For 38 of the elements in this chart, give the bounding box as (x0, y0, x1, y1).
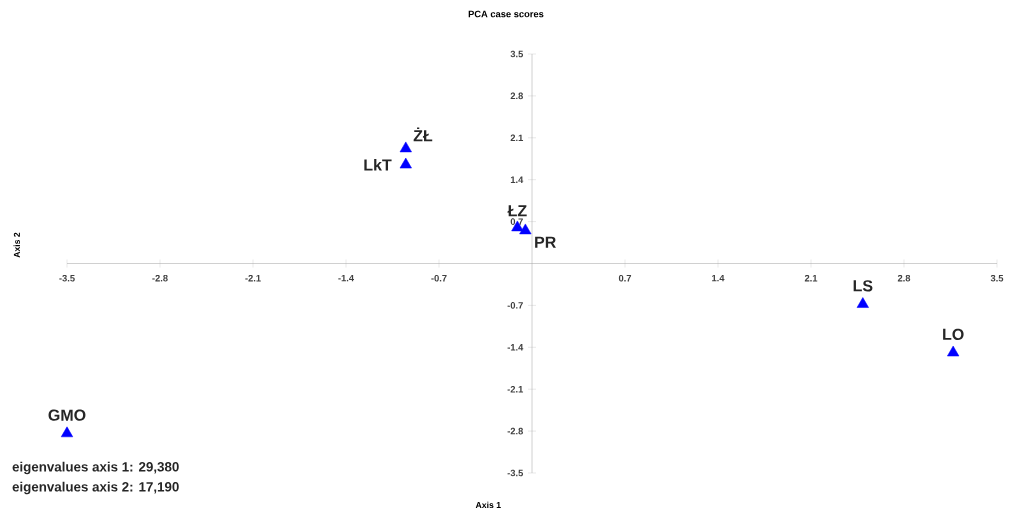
x-tick-label: -0.7 (431, 275, 447, 282)
x-tick-label: -3.5 (59, 275, 75, 282)
point (399, 158, 412, 169)
y-tick-label: -2.8 (507, 428, 523, 435)
x-tick-label: 1.4 (712, 275, 725, 282)
point (60, 426, 74, 438)
point (519, 223, 532, 235)
x-tick-label: 0.7 (618, 275, 632, 282)
annotation: PR (535, 236, 556, 248)
x-tick-label: -2.1 (245, 275, 261, 282)
annotation: LO (943, 328, 964, 341)
annotation: LS (853, 280, 873, 292)
y-tick-label: 2.1 (510, 134, 524, 142)
point (399, 141, 412, 153)
y-tick-label: -0.7 (507, 302, 523, 309)
y-tick-label: -3.5 (507, 469, 524, 477)
x-tick-label: -1.4 (338, 275, 354, 282)
y-tick-label: -1.4 (507, 344, 524, 351)
annotation: ŻŁ (413, 127, 433, 142)
annotation: GMO (48, 409, 86, 422)
x-tick-label: 2.1 (804, 275, 818, 282)
annotation: ŁZ (507, 205, 527, 217)
x-tick-label: -2.8 (152, 275, 168, 282)
x-tick-label: 2.8 (897, 275, 911, 282)
point (947, 345, 960, 357)
y-axis-title: Axis 2 (13, 232, 20, 258)
y-tick-label: 3.5 (510, 50, 524, 58)
annotation: eigenvalues axis 1: 29,380 (12, 461, 179, 475)
y-tick-label: 2.8 (510, 92, 523, 100)
text: eigenvalues axis 2: 17,190 (12, 481, 179, 495)
x-tick-label: 3.5 (990, 275, 1004, 282)
y-tick-label: 1.4 (510, 176, 524, 184)
y-tick-label: -2.1 (507, 386, 524, 393)
annotation: LkT (364, 159, 392, 171)
x-axis-title: Axis 1 (475, 501, 501, 509)
chart-title: PCA case scores (468, 10, 544, 18)
point (856, 297, 869, 309)
y-tick-label: 0.7 (510, 218, 523, 226)
